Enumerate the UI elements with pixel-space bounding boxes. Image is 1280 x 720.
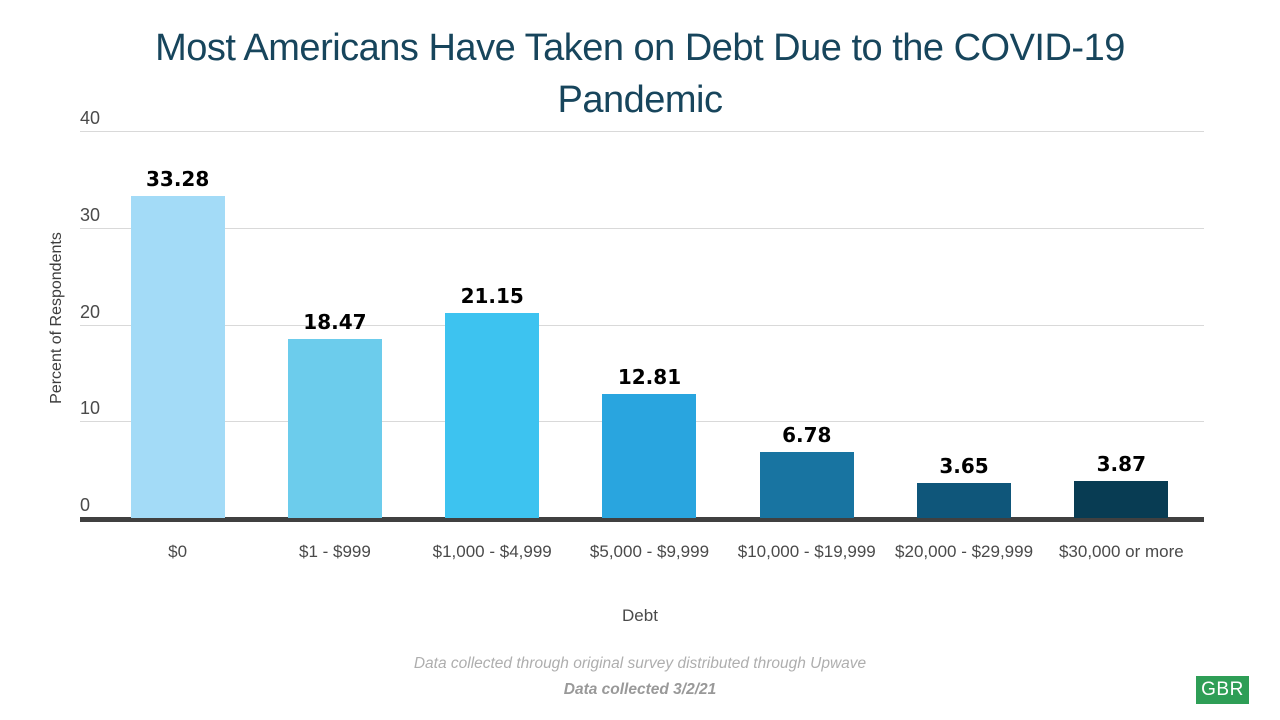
bar-slot-1: 18.47 xyxy=(256,131,413,518)
x-tick-label-2: $1,000 - $4,999 xyxy=(432,542,552,561)
bar-slot-0: 33.28 xyxy=(99,131,256,518)
bar-value-label: 18.47 xyxy=(303,310,367,335)
gridline-40 xyxy=(80,131,1204,132)
bar-value-label: 33.28 xyxy=(146,167,210,192)
bar-slot-3: 12.81 xyxy=(571,131,728,518)
bar-slot-2: 21.15 xyxy=(414,131,571,518)
y-tick-label-30: 30 xyxy=(80,204,101,225)
bar xyxy=(759,452,854,518)
bar-value-label: 12.81 xyxy=(617,365,682,390)
x-tick-label-3: $5,000 - $9,999 xyxy=(589,542,710,561)
gridline-20 xyxy=(80,324,1204,326)
bar xyxy=(917,482,1012,518)
bar-value-label: 6.78 xyxy=(782,423,832,448)
plot-area: 0 10 20 30 40 33.28 18.47 21.15 12.81 6.78 3.65 3.… xyxy=(80,109,1204,522)
x-axis-tick-labels: $0 $1 - $999 $1,000 - $4,999 $5,000 - $9,99… xyxy=(99,538,1200,566)
footer-source-note: Data collected through original survey d… xyxy=(413,655,867,672)
y-axis-title: Percent of Respondents xyxy=(48,232,65,404)
bar-value-label: 21.15 xyxy=(460,284,524,309)
bar-slot-4: 6.78 xyxy=(728,131,885,518)
bar xyxy=(602,394,697,518)
x-tick-label-0: $0 xyxy=(168,542,188,561)
bar-slot-5: 3.65 xyxy=(885,131,1042,518)
bar-slot-6: 3.87 xyxy=(1043,131,1200,518)
bar xyxy=(1074,480,1169,518)
bar-value-label: 3.65 xyxy=(939,453,989,478)
bar xyxy=(287,339,382,518)
bar xyxy=(130,196,225,518)
x-tick-label-4: $10,000 - $19,999 xyxy=(737,542,876,561)
bar-value-label: 3.87 xyxy=(1096,451,1146,476)
footer-date-note: Data collected 3/2/21 xyxy=(563,681,717,698)
chart-title: Most Americans Have Taken on Debt Due to… xyxy=(155,27,1125,121)
y-tick-label-0: 0 xyxy=(80,495,91,515)
x-tick-label-1: $1 - $999 xyxy=(299,542,371,561)
bar-series: 33.28 18.47 21.15 12.81 6.78 3.65 3.87 xyxy=(99,131,1200,518)
x-tick-label-5: $20,000 - $29,999 xyxy=(895,542,1034,561)
y-tick-label-40: 40 xyxy=(80,108,101,128)
x-tick-label-6: $30,000 or more xyxy=(1058,542,1184,561)
gridline-30 xyxy=(80,227,1204,229)
x-axis-title: Debt xyxy=(622,606,658,625)
y-tick-label-20: 20 xyxy=(80,301,101,322)
gbr-logo: GBR xyxy=(1196,676,1249,704)
y-tick-label-10: 10 xyxy=(80,398,101,419)
bar xyxy=(445,313,540,518)
x-axis-baseline xyxy=(80,517,1204,522)
